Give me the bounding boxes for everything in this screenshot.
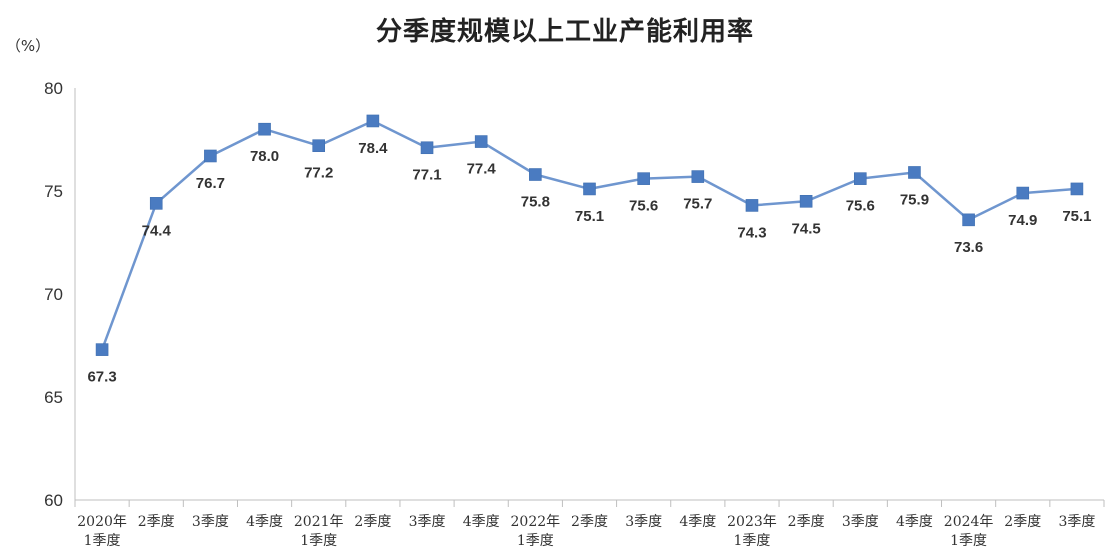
- series-markers: [95, 114, 1084, 356]
- series-line: [100, 119, 1077, 351]
- data-point-marker: [149, 197, 163, 210]
- data-point-marker: [908, 166, 921, 179]
- y-tick-label: 65: [44, 388, 63, 407]
- x-tick-label: 2020年: [77, 514, 127, 530]
- data-label: 78.0: [250, 148, 279, 165]
- data-point-marker: [529, 168, 542, 181]
- data-label: 74.3: [737, 224, 766, 241]
- data-label: 78.4: [358, 140, 388, 157]
- x-tick-label: 4季度: [679, 514, 716, 530]
- data-label: 75.7: [683, 196, 712, 213]
- data-point-marker: [583, 182, 596, 196]
- data-label: 76.7: [196, 175, 225, 192]
- data-point-marker: [204, 149, 217, 163]
- data-label: 73.6: [954, 239, 983, 256]
- x-tick-label: 2季度: [1004, 514, 1041, 530]
- data-label: 75.9: [900, 191, 929, 208]
- data-point-marker: [366, 114, 380, 128]
- y-axis-unit-label: （%）: [6, 37, 50, 55]
- x-axis-ticks: 2020年 1季度 2季度 3季度 4季度 2021年 1季度 2季度 3季度 4季度 2022年 1…: [74, 500, 1105, 549]
- x-tick-label: 1季度: [517, 533, 554, 549]
- x-tick-label: 4季度: [463, 514, 500, 530]
- y-tick-label: 80: [44, 79, 63, 98]
- data-label: 77.1: [412, 167, 441, 184]
- y-tick-label: 60: [44, 491, 63, 510]
- x-tick-label: 2季度: [138, 514, 175, 530]
- x-tick-label: 2季度: [788, 514, 825, 530]
- x-tick-label: 4季度: [246, 514, 283, 530]
- data-point-marker: [95, 343, 109, 356]
- y-tick-label: 70: [44, 285, 63, 304]
- x-tick-label: 3季度: [409, 514, 446, 530]
- data-label: 67.3: [87, 369, 116, 386]
- data-point-marker: [691, 170, 705, 183]
- data-point-marker: [799, 195, 813, 208]
- y-tick-label: 75: [44, 182, 63, 201]
- data-point-marker: [637, 172, 650, 185]
- x-tick-label: 1季度: [950, 533, 987, 549]
- chart-title: 分季度规模以上工业产能利用率: [376, 16, 754, 47]
- data-label: 75.1: [1062, 208, 1091, 225]
- data-point-marker: [420, 141, 434, 155]
- data-label: 74.9: [1008, 212, 1037, 229]
- data-label: 75.8: [521, 194, 550, 211]
- data-labels: 67.3 74.4 76.7 78.0 77.2 78.4 77.1 77.4 75.8 75.1…: [87, 140, 1091, 386]
- data-point-marker: [962, 213, 975, 227]
- x-tick-label: 2022年: [511, 514, 561, 530]
- data-point-marker: [1070, 182, 1084, 196]
- data-label: 74.4: [142, 222, 172, 239]
- x-tick-label: 3季度: [1058, 514, 1095, 530]
- x-tick-label: 4季度: [896, 514, 933, 530]
- data-point-marker: [312, 139, 326, 152]
- data-label: 77.2: [304, 165, 333, 182]
- x-tick-label: 3季度: [192, 514, 229, 530]
- data-point-marker: [745, 199, 759, 212]
- x-tick-label: 2季度: [571, 514, 608, 530]
- data-label: 75.1: [575, 208, 604, 225]
- x-tick-label: 1季度: [734, 533, 771, 549]
- x-tick-label: 2季度: [354, 514, 391, 530]
- x-tick-label: 3季度: [625, 514, 662, 530]
- data-point-marker: [853, 172, 867, 185]
- x-tick-label: 2024年: [944, 514, 994, 530]
- x-tick-label: 1季度: [300, 533, 337, 549]
- x-tick-label: 2021年: [294, 514, 344, 530]
- data-point-marker: [474, 135, 488, 148]
- x-tick-label: 3季度: [842, 514, 879, 530]
- data-label: 75.6: [846, 198, 875, 215]
- data-label: 75.6: [629, 198, 658, 215]
- y-axis-ticks: 60 65 70 75 80: [44, 79, 63, 510]
- data-label: 77.4: [467, 161, 497, 178]
- data-point-marker: [258, 122, 271, 136]
- data-label: 74.5: [792, 220, 821, 237]
- x-tick-label: 2023年: [727, 514, 777, 530]
- data-point-marker: [1016, 186, 1030, 200]
- x-tick-label: 1季度: [84, 533, 121, 549]
